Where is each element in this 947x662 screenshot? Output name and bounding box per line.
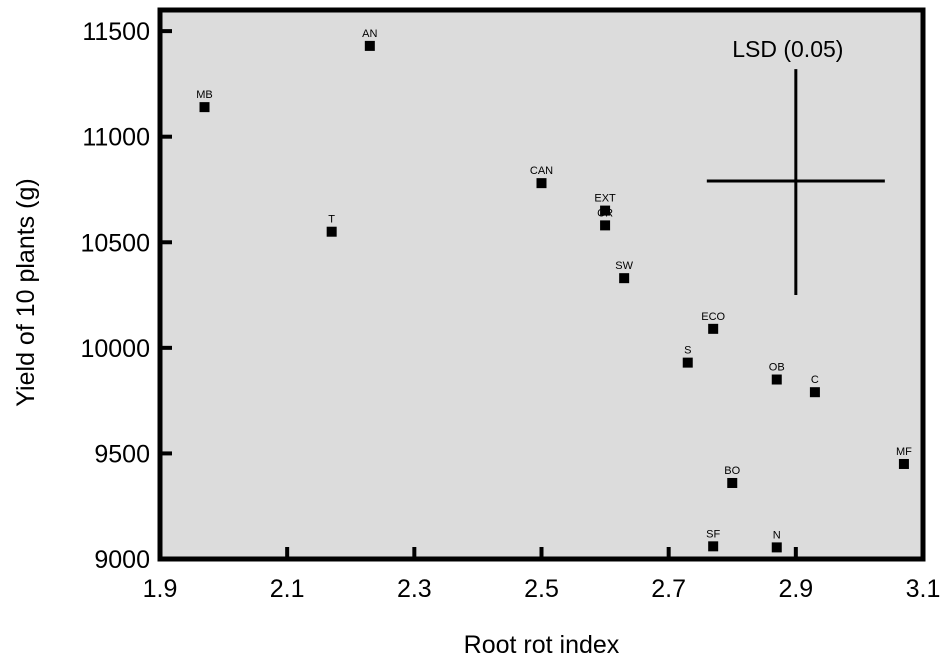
x-tick-label: 1.9	[143, 575, 178, 603]
data-point-label: BO	[724, 465, 740, 477]
data-point-label: EXT	[594, 193, 616, 205]
data-point-label: SW	[615, 260, 633, 272]
y-tick-label: 9000	[94, 546, 150, 574]
y-tick-label: 9500	[94, 440, 150, 468]
data-point	[708, 324, 718, 334]
data-point-label: N	[773, 529, 781, 541]
data-point	[200, 102, 210, 112]
x-tick-label: 3.1	[906, 575, 941, 603]
plot-area-background	[160, 10, 923, 559]
data-point	[537, 178, 547, 188]
y-tick-label: 10000	[80, 335, 150, 363]
data-point-label: MF	[896, 446, 912, 458]
lsd-label: LSD (0.05)	[732, 36, 843, 62]
data-point	[899, 459, 909, 469]
data-point	[810, 387, 820, 397]
data-point-label: OB	[769, 362, 785, 374]
y-tick-label: 10500	[80, 229, 150, 257]
data-point	[327, 227, 337, 237]
data-point-label: C	[811, 374, 819, 386]
data-point-label: CR	[597, 207, 613, 219]
data-point	[600, 220, 610, 230]
y-axis-title: Yield of 10 plants (g)	[12, 178, 40, 406]
x-tick-label: 2.7	[651, 575, 686, 603]
data-point-label: ECO	[701, 311, 725, 323]
y-tick-label: 11500	[82, 18, 150, 46]
y-tick-label: 11000	[82, 124, 150, 152]
x-tick-label: 2.1	[270, 575, 305, 603]
x-tick-label: 2.9	[778, 575, 813, 603]
data-point	[772, 375, 782, 385]
data-point-label: S	[684, 345, 691, 357]
data-point	[727, 478, 737, 488]
data-point-label: AN	[362, 28, 377, 40]
data-point	[619, 273, 629, 283]
data-point-label: T	[328, 214, 335, 226]
data-point-label: MB	[196, 89, 213, 101]
x-tick-label: 2.3	[397, 575, 432, 603]
data-point	[772, 542, 782, 552]
data-point	[365, 41, 375, 51]
data-point-label: SF	[706, 528, 720, 540]
data-point	[708, 541, 718, 551]
data-point	[683, 358, 693, 368]
x-axis-title: Root rot index	[464, 631, 620, 659]
data-point-label: CAN	[530, 165, 553, 177]
x-tick-label: 2.5	[524, 575, 559, 603]
